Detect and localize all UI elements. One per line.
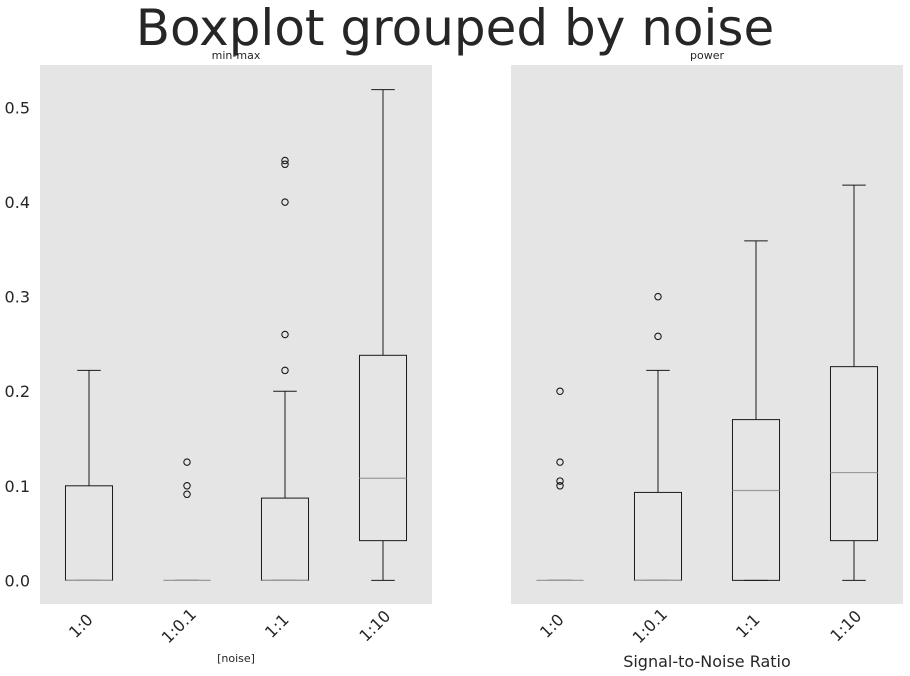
x-tick-label: 1:1 — [732, 610, 764, 642]
y-tick-label: 0.0 — [5, 571, 30, 590]
outlier-point — [654, 332, 662, 341]
subplot-2: power 1:0 1:0.1 1:1 1:10 Signal-to-Noise Rati… — [511, 49, 903, 671]
box-iqr — [829, 366, 879, 542]
subplot-title: power — [690, 49, 724, 62]
x-tick-label: 1:1 — [261, 610, 293, 642]
outlier-point — [183, 482, 191, 490]
box-iqr — [731, 419, 781, 581]
outlier-point — [281, 160, 289, 169]
y-tick-label: 0.2 — [5, 382, 30, 401]
outlier-point — [183, 458, 191, 466]
plot-area — [40, 65, 432, 604]
x-tick-label: 1:10 — [826, 606, 865, 645]
x-axis-label: Signal-to-Noise Ratio — [623, 652, 791, 671]
outlier-point — [556, 482, 564, 490]
outlier-point — [281, 366, 289, 375]
box-1:1 — [731, 240, 781, 581]
outlier-point — [281, 198, 289, 206]
subplots: min-max 0.0 0.1 0.2 0.3 0.4 0.5 1:0 1:0.1 1:1 1:10… — [5, 49, 903, 671]
box-1:0 — [536, 387, 584, 581]
x-axis-label: [noise] — [217, 652, 255, 665]
x-tick-label: 1:0.1 — [629, 605, 671, 647]
outlier-point — [183, 490, 191, 499]
subplot-1: min-max 0.0 0.1 0.2 0.3 0.4 0.5 1:0 1:0.1 1:1 1:10… — [5, 49, 432, 665]
y-tick-label: 0.5 — [5, 99, 30, 118]
box-1:1 — [260, 156, 310, 581]
box-1:10 — [358, 89, 408, 581]
x-tick-label: 1:0 — [65, 610, 97, 642]
outlier-point — [654, 292, 662, 301]
y-tick-label: 0.1 — [5, 477, 30, 496]
outlier-point — [556, 458, 564, 466]
outlier-point — [556, 387, 564, 395]
box-1:0.1 — [163, 458, 211, 581]
box-1:0.1 — [633, 292, 683, 581]
box-1:0 — [64, 369, 114, 581]
box-1:10 — [829, 184, 879, 581]
y-tick-label: 0.4 — [5, 193, 30, 212]
box-iqr — [358, 354, 408, 542]
y-tick-label: 0.3 — [5, 288, 30, 307]
x-tick-label: 1:0 — [536, 610, 568, 642]
x-tick-label: 1:0.1 — [158, 605, 200, 647]
x-tick-label: 1:10 — [355, 606, 394, 645]
subplot-title: min-max — [212, 49, 261, 62]
outlier-point — [281, 156, 289, 165]
plot-area — [511, 65, 903, 604]
outlier-point — [556, 477, 564, 485]
outlier-point — [281, 330, 289, 339]
figure-title: Boxplot grouped by noise — [136, 0, 774, 57]
